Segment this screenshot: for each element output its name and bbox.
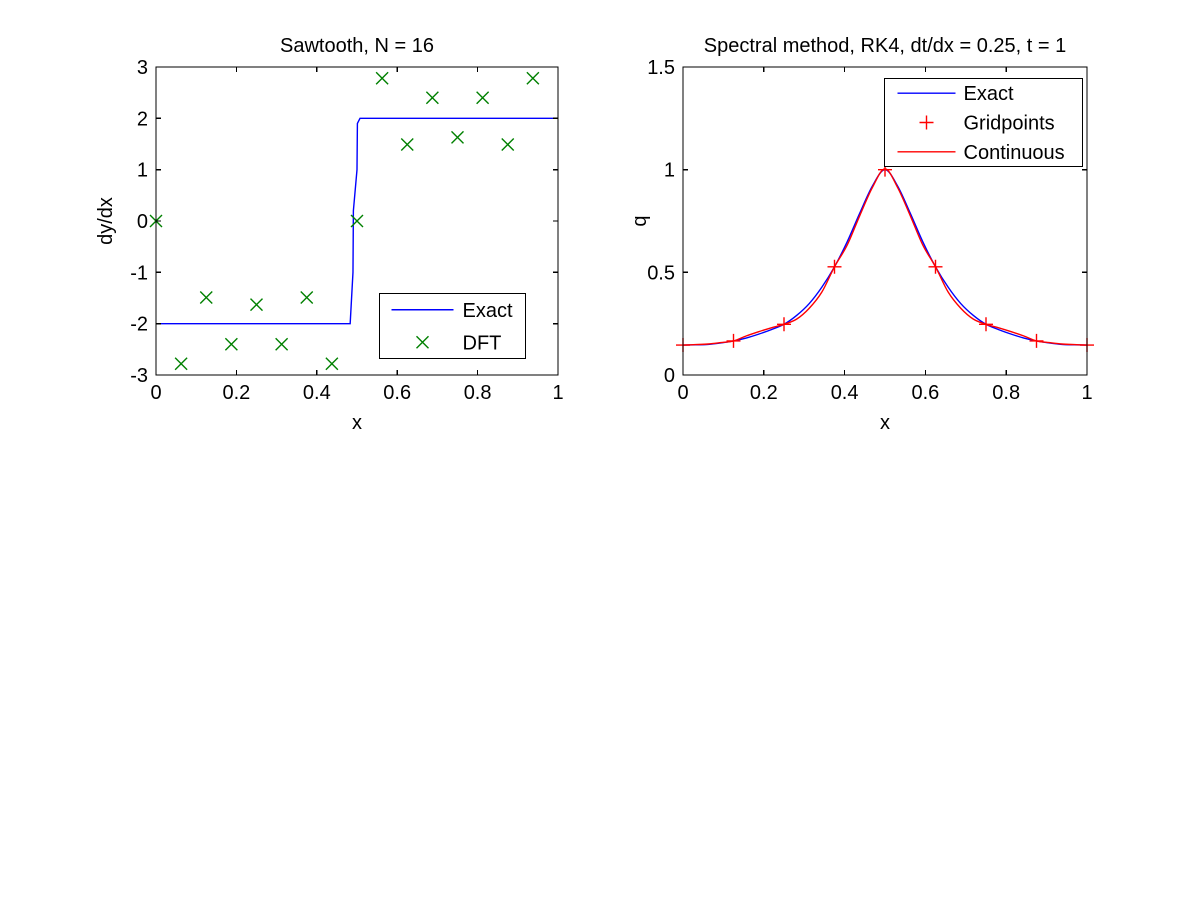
y-tick-label: -1 [130,262,148,284]
y-tick-label: 1.5 [647,57,675,79]
x-tick-label: 0 [150,382,161,404]
x-tick-label: 0 [677,382,688,404]
legend-sample-marker [919,115,934,130]
legend-label: Exact [463,300,513,322]
legend-label: Exact [964,83,1014,105]
continuous-line [682,168,1088,346]
legend-label: Gridpoints [964,113,1055,135]
sawtooth-plot: 0 0.2 0.4 0.6 0.8 1 -3 -2 -1 0 1 2 3 Sawtooth, N = 16… [95,35,564,434]
plot-title: Sawtooth, N = 16 [280,35,434,57]
x-tick-label: 0.8 [992,382,1020,404]
legend: Exact DFT [378,292,527,360]
gridpoints-markers [676,162,1094,353]
plot-title: Spectral method, RK4, dt/dx = 0.25, t = … [704,35,1066,57]
y-axis-label: q [629,215,651,226]
y-tick-label: -2 [130,314,148,336]
x-tick-label: 0.4 [303,382,331,404]
x-tick-label: 0.4 [831,382,859,404]
x-tick-label: 0.6 [911,382,939,404]
spectral-plot: 0 0.2 0.4 0.6 0.8 1 0 0.5 1 1.5 Spectral method, R… [629,35,1094,434]
x-tick-label: 0.6 [383,382,411,404]
legend-sample-marker [416,335,429,349]
x-tick-label: 1 [1081,382,1092,404]
y-axis-label: dy/dx [95,197,117,245]
x-axis-label: x [880,412,890,434]
y-tick-label: 2 [137,108,148,130]
x-tick-label: 0.2 [222,382,250,404]
axes-box [682,66,1088,376]
y-tick-label: 1 [137,160,148,182]
y-tick-label: 0 [664,365,675,387]
y-tick-label: 1 [664,160,675,182]
x-tick-label: 1 [552,382,563,404]
legend-label: DFT [463,332,502,354]
y-tick-label: 0 [137,211,148,233]
y-tick-label: -3 [130,365,148,387]
exact-line [156,117,558,325]
legend-box [378,292,527,360]
y-tick-label: 3 [137,57,148,79]
x-tick-label: 0.2 [750,382,778,404]
x-axis-label: x [352,412,362,434]
y-tick-label: 0.5 [647,262,675,284]
legend: Exact Gridpoints Continuous [883,77,1084,168]
exact-line [682,168,1088,346]
x-tick-label: 0.8 [464,382,492,404]
legend-label: Continuous [964,142,1065,164]
